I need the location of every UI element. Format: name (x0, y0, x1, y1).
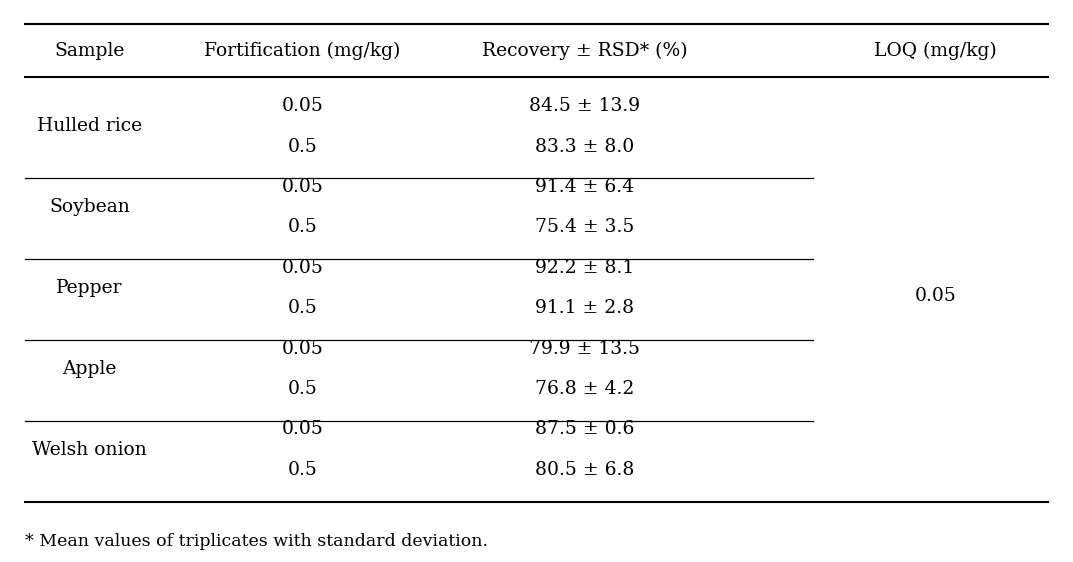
Text: 0.05: 0.05 (281, 259, 323, 277)
Text: Hulled rice: Hulled rice (36, 117, 142, 135)
Text: Pepper: Pepper (56, 279, 122, 297)
Text: Fortification (mg/kg): Fortification (mg/kg) (204, 42, 400, 60)
Text: Soybean: Soybean (49, 198, 130, 216)
Text: 80.5 ± 6.8: 80.5 ± 6.8 (534, 461, 634, 479)
Text: 91.4 ± 6.4: 91.4 ± 6.4 (534, 178, 634, 196)
Text: 0.05: 0.05 (281, 97, 323, 115)
Text: 0.5: 0.5 (288, 380, 318, 398)
Text: Welsh onion: Welsh onion (32, 441, 147, 459)
Text: Recovery ± RSD* (%): Recovery ± RSD* (%) (482, 42, 687, 60)
Text: 0.5: 0.5 (288, 138, 318, 156)
Text: Sample: Sample (54, 42, 124, 60)
Text: 0.5: 0.5 (288, 219, 318, 237)
Text: 84.5 ± 13.9: 84.5 ± 13.9 (529, 97, 640, 115)
Text: 91.1 ± 2.8: 91.1 ± 2.8 (534, 299, 634, 317)
Text: * Mean values of triplicates with standard deviation.: * Mean values of triplicates with standa… (26, 533, 488, 550)
Text: 0.05: 0.05 (281, 178, 323, 196)
Text: 92.2 ± 8.1: 92.2 ± 8.1 (534, 259, 634, 277)
Text: 79.9 ± 13.5: 79.9 ± 13.5 (529, 339, 640, 357)
Text: LOQ (mg/kg): LOQ (mg/kg) (874, 42, 997, 60)
Text: 0.05: 0.05 (281, 339, 323, 357)
Text: 83.3 ± 8.0: 83.3 ± 8.0 (534, 138, 634, 156)
Text: 75.4 ± 3.5: 75.4 ± 3.5 (534, 219, 634, 237)
Text: 76.8 ± 4.2: 76.8 ± 4.2 (534, 380, 634, 398)
Text: 0.05: 0.05 (281, 420, 323, 438)
Text: Apple: Apple (62, 360, 117, 378)
Text: 87.5 ± 0.6: 87.5 ± 0.6 (534, 420, 634, 438)
Text: 0.5: 0.5 (288, 461, 318, 479)
Text: 0.5: 0.5 (288, 299, 318, 317)
Text: 0.05: 0.05 (915, 287, 957, 305)
